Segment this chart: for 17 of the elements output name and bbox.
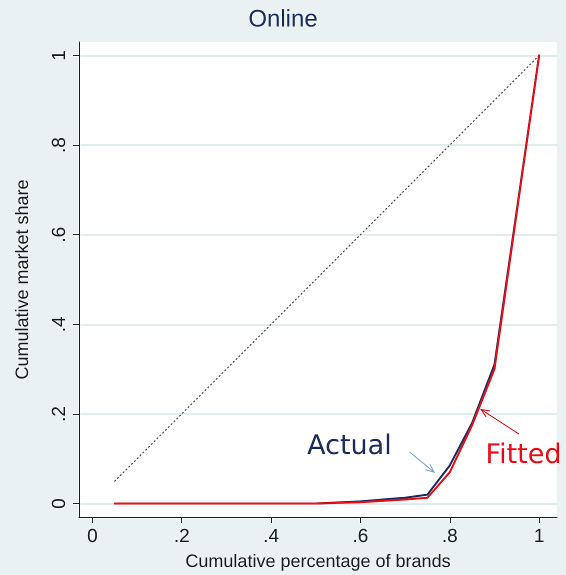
series-label: Fitted (486, 438, 562, 470)
y-tick-label: 1 (49, 50, 70, 61)
x-tick-label: .2 (174, 526, 190, 547)
y-tick-label: .4 (49, 316, 70, 332)
y-tick-label: .8 (49, 137, 70, 153)
chart-title: Online (248, 6, 318, 32)
y-tick-label: .2 (49, 406, 70, 422)
x-tick-label: .8 (442, 526, 458, 547)
x-tick-label: .4 (263, 526, 280, 547)
x-tick-label: .6 (352, 526, 368, 547)
series-label: Actual (307, 430, 392, 461)
x-tick-label: 0 (87, 526, 98, 547)
x-axis-title: Cumulative percentage of brands (185, 551, 451, 571)
y-tick-label: 0 (49, 498, 70, 509)
y-tick-label: .6 (49, 226, 70, 243)
x-tick-label: 1 (534, 526, 544, 547)
y-axis-title: Cumulative market share (12, 179, 32, 380)
